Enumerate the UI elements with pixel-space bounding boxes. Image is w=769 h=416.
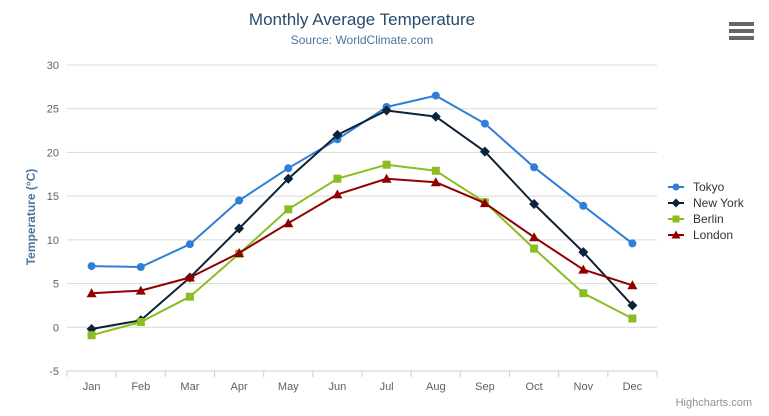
triangle-marker[interactable] bbox=[430, 177, 441, 187]
triangle-marker[interactable] bbox=[234, 248, 245, 257]
circle-marker[interactable] bbox=[530, 163, 539, 172]
legend: Tokyo New York Berlin London bbox=[668, 179, 744, 243]
circle-marker[interactable] bbox=[87, 262, 96, 271]
y-axis-tick-label: 10 bbox=[47, 235, 59, 247]
square-marker bbox=[672, 215, 680, 223]
x-axis-category-label: Aug bbox=[426, 381, 446, 393]
triangle-marker[interactable] bbox=[479, 198, 490, 208]
legend-diamond-icon bbox=[668, 198, 684, 208]
square-marker[interactable] bbox=[136, 318, 145, 326]
x-axis-category-label: Jul bbox=[380, 381, 394, 393]
diamond-marker[interactable] bbox=[479, 146, 490, 157]
square-marker[interactable] bbox=[382, 160, 391, 169]
diamond-marker[interactable] bbox=[332, 129, 343, 140]
square-marker[interactable] bbox=[431, 166, 440, 175]
square-marker[interactable] bbox=[333, 174, 342, 183]
circle-marker[interactable] bbox=[628, 239, 637, 248]
circle-marker[interactable] bbox=[284, 164, 293, 173]
series-new-york bbox=[86, 105, 638, 334]
series-london bbox=[86, 173, 638, 298]
hamburger-bar bbox=[729, 28, 754, 33]
x-axis-category-label: Jun bbox=[329, 381, 347, 393]
y-axis-tick-label: 25 bbox=[47, 104, 59, 116]
legend-label: London bbox=[693, 228, 734, 242]
square-marker[interactable] bbox=[185, 292, 194, 301]
circle-marker[interactable] bbox=[235, 196, 244, 205]
legend-circle-icon bbox=[668, 183, 684, 191]
x-axis-category-label: Apr bbox=[231, 381, 248, 393]
y-axis-tick-label: 30 bbox=[47, 60, 59, 72]
x-axis-category-label: Mar bbox=[180, 381, 199, 393]
hamburger-icon bbox=[729, 21, 754, 40]
diamond-marker[interactable] bbox=[381, 105, 392, 116]
legend-label: Tokyo bbox=[693, 180, 725, 194]
diamond-marker[interactable] bbox=[430, 111, 441, 122]
series-line bbox=[90, 177, 634, 295]
triangle-marker[interactable] bbox=[332, 189, 343, 199]
hamburger-bar bbox=[729, 35, 754, 40]
diamond-marker[interactable] bbox=[283, 173, 294, 184]
x-axis-category-label: Sep bbox=[475, 381, 495, 393]
square-marker[interactable] bbox=[530, 244, 539, 253]
legend-item-new-york[interactable]: New York bbox=[668, 195, 744, 211]
y-axis-tick-label: 0 bbox=[53, 322, 59, 334]
chart-title: Monthly Average Temperature bbox=[248, 10, 476, 29]
x-axis-category-label: Nov bbox=[574, 381, 594, 393]
legend-label: New York bbox=[693, 196, 744, 210]
chart-subtitle: Source: WorldClimate.com bbox=[290, 33, 434, 47]
triangle-marker[interactable] bbox=[135, 285, 146, 295]
triangle-marker[interactable] bbox=[627, 280, 638, 290]
x-axis-category-label: Feb bbox=[131, 381, 150, 393]
triangle-marker[interactable] bbox=[283, 218, 294, 228]
circle-marker[interactable] bbox=[136, 263, 145, 271]
x-axis-category-label: Jan bbox=[83, 381, 101, 393]
y-axis-tick-label: -5 bbox=[49, 366, 59, 378]
diamond-marker[interactable] bbox=[627, 300, 638, 311]
y-axis-tick-label: 15 bbox=[47, 191, 59, 203]
x-axis-category-label: Dec bbox=[623, 381, 643, 393]
diamond-marker[interactable] bbox=[578, 247, 589, 258]
diamond-marker bbox=[671, 198, 681, 208]
chart-context-menu-button[interactable] bbox=[729, 21, 754, 40]
square-marker[interactable] bbox=[628, 314, 637, 323]
series-line bbox=[90, 163, 634, 337]
x-axis-category-label: May bbox=[278, 381, 299, 393]
triangle-marker[interactable] bbox=[86, 288, 97, 298]
legend-item-tokyo[interactable]: Tokyo bbox=[668, 179, 744, 195]
triangle-marker[interactable] bbox=[184, 272, 195, 282]
triangle-marker bbox=[671, 230, 681, 239]
y-axis-tick-label: 20 bbox=[47, 147, 59, 159]
legend-label: Berlin bbox=[693, 212, 724, 226]
diamond-marker[interactable] bbox=[234, 223, 245, 234]
square-marker[interactable] bbox=[284, 205, 293, 214]
legend-triangle-icon bbox=[668, 230, 684, 239]
series-line bbox=[90, 94, 634, 268]
legend-square-icon bbox=[668, 215, 684, 223]
circle-marker bbox=[672, 183, 680, 191]
triangle-marker[interactable] bbox=[578, 264, 589, 274]
series-line bbox=[90, 109, 634, 330]
diamond-marker[interactable] bbox=[529, 199, 540, 209]
triangle-marker[interactable] bbox=[381, 173, 392, 183]
series-tokyo bbox=[87, 91, 637, 271]
y-axis-tick-label: 5 bbox=[53, 279, 59, 291]
highcharts-credit-link[interactable]: Highcharts.com bbox=[675, 397, 752, 409]
circle-marker[interactable] bbox=[579, 201, 588, 210]
circle-marker[interactable] bbox=[480, 119, 489, 128]
legend-item-berlin[interactable]: Berlin bbox=[668, 211, 744, 227]
x-axis-category-label: Oct bbox=[526, 381, 543, 393]
circle-marker[interactable] bbox=[431, 91, 440, 100]
circle-marker[interactable] bbox=[185, 240, 194, 249]
hamburger-bar bbox=[729, 21, 754, 26]
square-marker[interactable] bbox=[579, 289, 588, 298]
square-marker[interactable] bbox=[87, 331, 96, 340]
triangle-marker[interactable] bbox=[529, 232, 540, 242]
legend-item-london[interactable]: London bbox=[668, 227, 744, 243]
